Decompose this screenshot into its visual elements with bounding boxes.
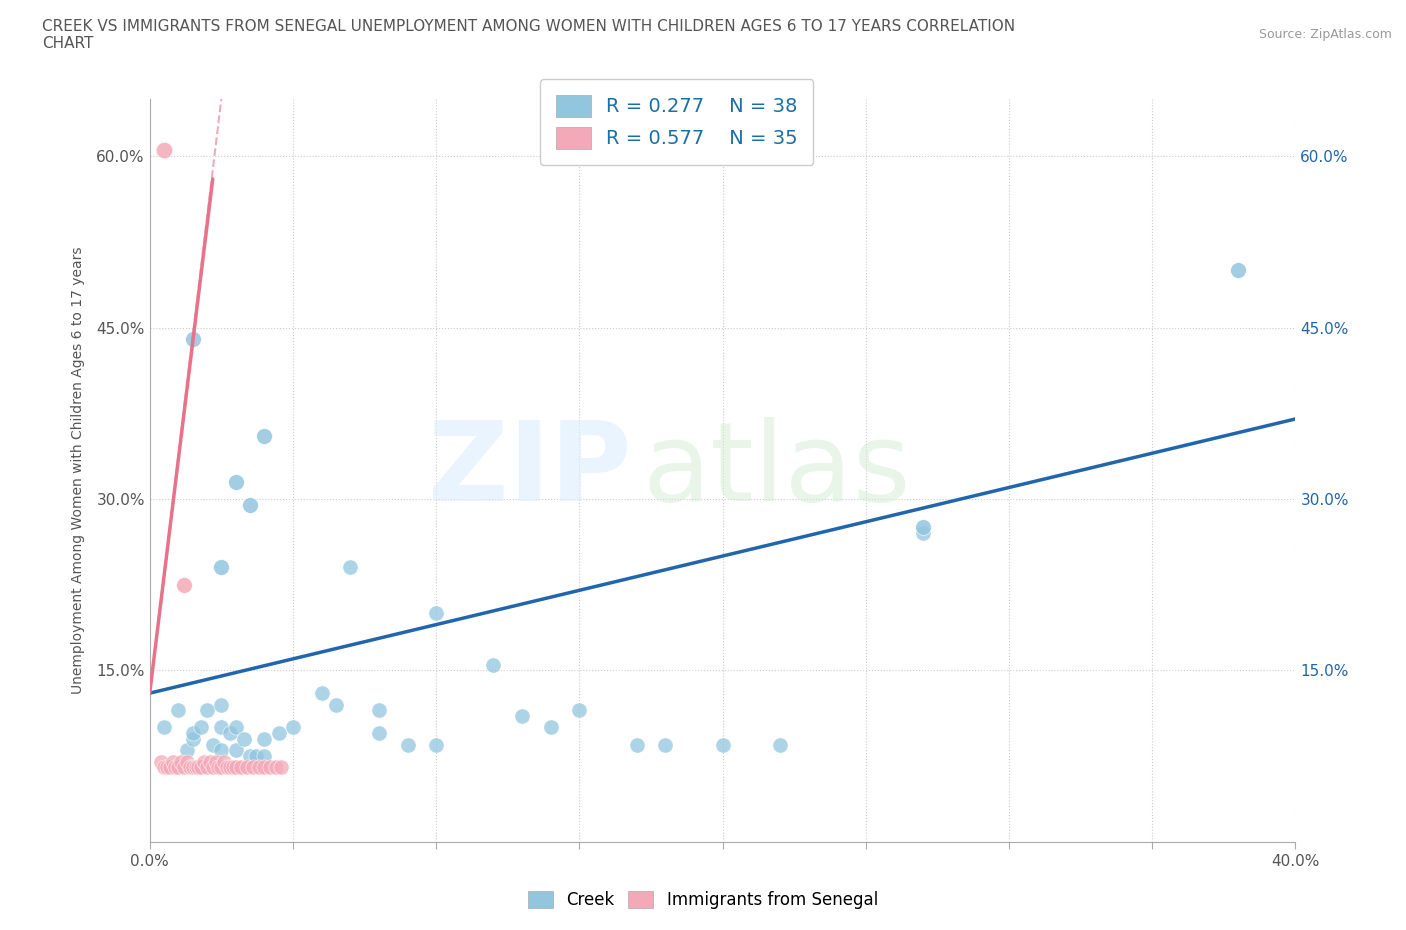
Point	[204, 754, 226, 769]
Point	[225, 474, 247, 489]
Point	[184, 760, 207, 775]
Text: ZIP: ZIP	[427, 417, 631, 524]
Point	[253, 749, 276, 764]
Point	[162, 754, 184, 769]
Point	[239, 749, 262, 764]
Point	[156, 760, 179, 775]
Point	[325, 698, 347, 712]
Text: Source: ZipAtlas.com: Source: ZipAtlas.com	[1258, 28, 1392, 41]
Point	[193, 754, 215, 769]
Point	[195, 760, 218, 775]
Point	[1227, 263, 1250, 278]
Text: atlas: atlas	[643, 417, 911, 524]
Point	[253, 760, 276, 775]
Point	[367, 703, 389, 718]
Point	[396, 737, 419, 752]
Point	[181, 760, 204, 775]
Point	[281, 720, 304, 735]
Point	[215, 760, 238, 775]
Text: CREEK VS IMMIGRANTS FROM SENEGAL UNEMPLOYMENT AMONG WOMEN WITH CHILDREN AGES 6 T: CREEK VS IMMIGRANTS FROM SENEGAL UNEMPLO…	[42, 19, 1015, 51]
Point	[367, 725, 389, 740]
Point	[207, 760, 229, 775]
Point	[267, 725, 290, 740]
Point	[181, 731, 204, 746]
Point	[209, 560, 232, 575]
Point	[209, 743, 232, 758]
Point	[711, 737, 734, 752]
Point	[242, 760, 264, 775]
Point	[170, 754, 193, 769]
Point	[311, 685, 333, 700]
Point	[173, 760, 195, 775]
Legend: Creek, Immigrants from Senegal: Creek, Immigrants from Senegal	[520, 883, 886, 917]
Point	[165, 760, 187, 775]
Point	[236, 760, 259, 775]
Point	[176, 743, 198, 758]
Point	[212, 754, 235, 769]
Point	[181, 331, 204, 346]
Point	[153, 720, 176, 735]
Point	[167, 703, 190, 718]
Point	[201, 760, 224, 775]
Point	[769, 737, 792, 752]
Point	[225, 720, 247, 735]
Point	[190, 760, 212, 775]
Point	[222, 760, 245, 775]
Point	[198, 754, 221, 769]
Point	[187, 760, 209, 775]
Point	[176, 754, 198, 769]
Point	[190, 720, 212, 735]
Point	[540, 720, 562, 735]
Point	[209, 720, 232, 735]
Point	[159, 760, 181, 775]
Point	[179, 760, 201, 775]
Point	[231, 760, 253, 775]
Point	[425, 737, 447, 752]
Point	[195, 703, 218, 718]
Point	[912, 520, 935, 535]
Point	[912, 525, 935, 540]
Point	[225, 743, 247, 758]
Point	[264, 760, 287, 775]
Point	[233, 731, 256, 746]
Point	[219, 725, 242, 740]
Point	[153, 143, 176, 158]
Y-axis label: Unemployment Among Women with Children Ages 6 to 17 years: Unemployment Among Women with Children A…	[72, 246, 86, 694]
Point	[425, 605, 447, 620]
Point	[181, 725, 204, 740]
Point	[209, 760, 232, 775]
Point	[153, 760, 176, 775]
Point	[225, 760, 247, 775]
Point	[201, 737, 224, 752]
Point	[253, 429, 276, 444]
Point	[482, 658, 505, 672]
Point	[654, 737, 676, 752]
Point	[219, 760, 242, 775]
Point	[150, 754, 173, 769]
Point	[259, 760, 281, 775]
Legend: R = 0.277    N = 38, R = 0.577    N = 35: R = 0.277 N = 38, R = 0.577 N = 35	[540, 79, 814, 165]
Point	[245, 749, 267, 764]
Point	[173, 578, 195, 592]
Point	[510, 709, 533, 724]
Point	[247, 760, 270, 775]
Point	[209, 698, 232, 712]
Point	[339, 560, 361, 575]
Point	[626, 737, 648, 752]
Point	[239, 498, 262, 512]
Point	[253, 731, 276, 746]
Point	[568, 703, 591, 718]
Point	[167, 760, 190, 775]
Point	[270, 760, 292, 775]
